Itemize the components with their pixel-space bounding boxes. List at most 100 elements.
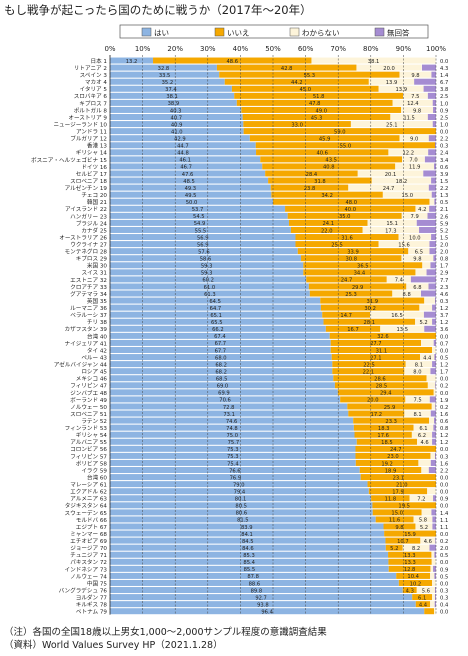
bar-segment-no xyxy=(353,417,430,424)
row-label: ドイツ 16 xyxy=(81,165,107,171)
row-label: ボーランド 49 xyxy=(70,396,107,404)
bar-row: アルゼンチン 19 49.3 23.8 24.7 2.2 xyxy=(65,184,449,192)
bar-segment-yes xyxy=(110,304,321,311)
value-label-yes: 74.8 xyxy=(226,426,238,432)
legend-swatch-na xyxy=(374,27,385,37)
row-label: ジンバブエ 48 xyxy=(70,389,107,397)
bar-segment-yes xyxy=(110,459,356,466)
bar-segment-no xyxy=(301,255,402,262)
value-label-yes: 76.9 xyxy=(230,475,242,481)
value-label-dk: 13.9 xyxy=(386,80,398,86)
bar-segment-no xyxy=(249,135,400,142)
bar-segment-no xyxy=(337,389,434,396)
value-label-no: 31.9 xyxy=(366,299,378,305)
bar-segment-no xyxy=(288,219,368,226)
value-label-no: 42.8 xyxy=(281,66,293,72)
bar-segment-dk xyxy=(378,85,424,92)
bar-segment-yes xyxy=(110,297,321,304)
value-label-na: 6.7 xyxy=(440,80,448,86)
value-label-yes: 44.7 xyxy=(177,144,189,150)
bar-segment-yes xyxy=(110,354,332,361)
value-label-yes: 46.7 xyxy=(180,165,192,171)
value-label-no: 15.9 xyxy=(404,532,416,538)
bar-segment-na xyxy=(431,509,436,516)
value-label-dk: 6.8 xyxy=(413,285,421,291)
bar-segment-no xyxy=(334,382,428,389)
bar-segment-no xyxy=(241,106,402,113)
value-label-yes: 35.2 xyxy=(162,80,174,86)
value-label-no: 25.3 xyxy=(345,292,357,298)
value-label-na: 1.4 xyxy=(440,511,449,517)
value-label-no: 24.1 xyxy=(322,221,334,227)
value-label-no: 17.6 xyxy=(377,433,389,439)
value-label-dk: 15.1 xyxy=(386,221,398,227)
row-label: ノルウェー 74 xyxy=(70,572,107,580)
value-label-dk: 20.1 xyxy=(385,172,397,178)
row-label: フィリピン 57 xyxy=(70,453,107,460)
value-label-dk: 17.3 xyxy=(385,228,397,234)
value-label-no: 23.0 xyxy=(387,454,399,460)
row-label: キルギス 78 xyxy=(76,602,108,609)
bar-segment-yes xyxy=(110,587,403,594)
bar-segment-yes xyxy=(110,177,269,184)
bar-row: ニュージーランド 10 40.9 33.0 25.1 1.0 xyxy=(53,121,448,128)
value-label-na: 0.0 xyxy=(440,130,448,136)
bar-row: 中国 75 88.6 10.2 0.0 xyxy=(87,579,448,587)
value-label-yes: 56.9 xyxy=(197,242,209,248)
bar-segment-na xyxy=(430,368,436,375)
value-label-no: 55.3 xyxy=(304,73,316,79)
row-label: ボリビア 58 xyxy=(76,459,108,467)
bar-segment-no xyxy=(383,523,416,530)
value-label-na: 0.0 xyxy=(440,447,448,453)
row-label: ギリシャ 14 xyxy=(76,150,108,157)
bar-row: キプロス 7 38.9 47.8 12.4 1.0 xyxy=(79,99,448,107)
bar-segment-no xyxy=(153,57,312,64)
bar-segment-no xyxy=(372,509,422,516)
bar-segment-na xyxy=(435,382,436,389)
bar-segment-no xyxy=(270,184,349,191)
bar-segment-yes xyxy=(110,57,154,64)
bar-segment-no xyxy=(256,149,389,156)
bar-segment-na xyxy=(431,71,436,78)
value-label-yes: 75.7 xyxy=(228,440,240,446)
bar-segment-yes xyxy=(110,438,357,445)
value-label-no: 22.1 xyxy=(363,369,375,375)
value-label-no: 34.4 xyxy=(354,271,366,277)
value-label-na: 1.9 xyxy=(440,398,448,404)
bar-segment-yes xyxy=(110,594,413,601)
value-label-na: 0.9 xyxy=(440,497,448,503)
bar-row: ボーランド 49 70.6 20.0 7.5 1.9 xyxy=(70,396,448,404)
bar-segment-yes xyxy=(110,551,389,558)
bar-segment-na xyxy=(434,601,436,608)
x-tick-label: 50% xyxy=(265,45,281,53)
bar-row: スペイン 3 33.5 55.3 9.8 1.4 xyxy=(80,71,449,79)
bar-segment-yes xyxy=(110,205,286,212)
value-label-na: 1.2 xyxy=(440,320,448,326)
chart-notes: （注）各国の全国18歳以上男女1,000〜2,000サンプル程度の意識調査結果 … xyxy=(4,626,327,652)
row-label: チェコ 20 xyxy=(81,192,107,199)
value-label-no: 17.9 xyxy=(392,489,404,495)
bar-row: ミャンマー 68 84.1 15.9 0.0 xyxy=(70,530,448,538)
bar-segment-yes xyxy=(110,163,263,170)
bar-row: 台湾 40 67.4 32.6 0.0 xyxy=(87,332,448,340)
value-label-na: 3.7 xyxy=(440,313,448,319)
value-label-na: 0.4 xyxy=(440,603,449,609)
bar-row: アゼルバイジャン 44 68.2 22.5 8.1 1.2 xyxy=(54,361,449,369)
bar-segment-no xyxy=(268,177,372,184)
value-label-na: 1.2 xyxy=(440,433,448,439)
bar-segment-yes xyxy=(110,431,355,438)
row-label: エチオピア 69 xyxy=(70,538,107,545)
value-label-yes: 80.5 xyxy=(235,504,247,510)
bar-segment-yes xyxy=(110,544,386,551)
value-label-no: 10.4 xyxy=(407,574,419,580)
bar-segment-no xyxy=(332,361,406,368)
value-label-no: 23.8 xyxy=(304,186,316,192)
bar-segment-dk xyxy=(416,587,436,594)
value-label-no: 36.5 xyxy=(357,264,369,270)
legend: はい いいえ わからない 無回答 xyxy=(119,24,429,39)
value-label-na: 1.1 xyxy=(440,525,448,531)
bar-row: スロバキア 6 38.1 51.8 7.5 2.5 xyxy=(74,92,448,100)
bar-segment-no xyxy=(348,410,405,417)
bar-segment-no xyxy=(243,128,436,135)
bar-segment-na xyxy=(429,396,436,403)
